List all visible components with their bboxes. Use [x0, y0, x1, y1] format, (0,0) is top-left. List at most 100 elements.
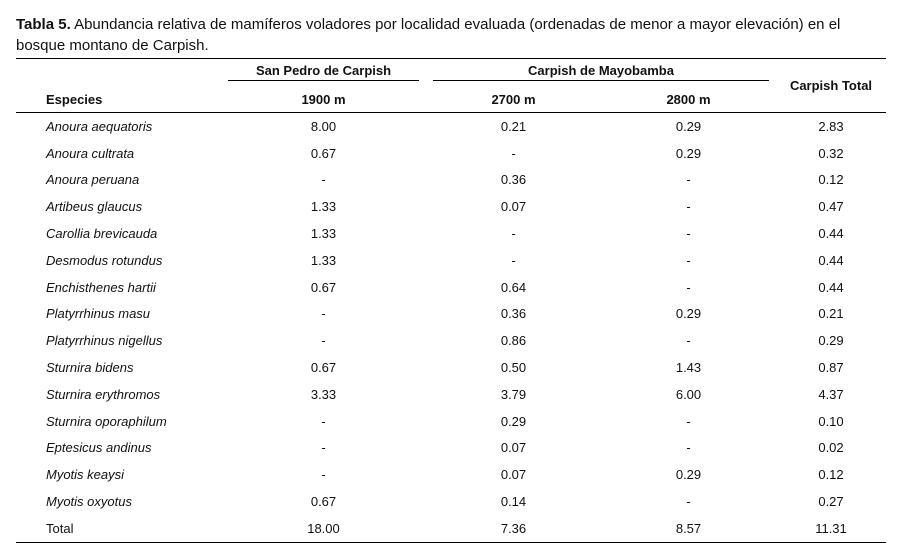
abundance-value: 0.14 [500, 494, 527, 510]
table-row: Anoura peruana - 0.36 - 0.12 [16, 167, 886, 194]
header-group-mayobamba-label: Carpish de Mayobamba [433, 63, 769, 81]
header-species: Especies [16, 58, 221, 113]
table-row: Platyrrhinus masu - 0.36 0.29 0.21 [16, 301, 886, 328]
table-row: Enchisthenes hartii 0.67 0.64 - 0.44 [16, 274, 886, 301]
total-row-value: 7.36 [426, 514, 601, 543]
species-name: Artibeus glaucus [46, 199, 143, 215]
abundance-value: - [511, 252, 516, 268]
species-name: Sturnira bidens [46, 360, 134, 376]
species-name: Myotis keaysi [46, 467, 125, 483]
abundance-value: - [511, 145, 516, 161]
abundance-value: 0.07 [500, 467, 527, 483]
abundance-value: - [686, 199, 691, 215]
table-row: Artibeus glaucus 1.33 0.07 - 0.47 [16, 193, 886, 220]
total-value: 0.10 [818, 413, 844, 429]
abundance-value: - [686, 333, 691, 349]
abundance-value: 0.67 [310, 279, 337, 295]
page: Tabla 5. Abundancia relativa de mamífero… [16, 14, 886, 543]
species-name: Carollia brevicauda [46, 226, 158, 242]
abundance-value: - [686, 279, 691, 295]
abundance-value: 1.33 [310, 199, 337, 215]
table-row: Anoura cultrata 0.67 - 0.29 0.32 [16, 140, 886, 167]
abundance-value: 0.86 [500, 333, 527, 349]
abundance-value: 1.33 [310, 252, 337, 268]
group-header-row: Especies San Pedro de Carpish Carpish de… [16, 58, 886, 113]
caption-text: Abundancia relativa de mamíferos volador… [16, 16, 841, 54]
table-row: Myotis keaysi - 0.07 0.29 0.12 [16, 461, 886, 488]
abundance-value: - [321, 467, 326, 483]
header-group-san-pedro-label: San Pedro de Carpish [228, 63, 419, 81]
species-name: Myotis oxyotus [46, 494, 132, 510]
abundance-value: 0.29 [500, 413, 527, 429]
abundance-value: - [686, 440, 691, 456]
abundance-value: 8.00 [310, 118, 337, 134]
total-value: 0.12 [818, 467, 844, 483]
abundance-value: - [686, 172, 691, 188]
table-row: Myotis oxyotus 0.67 0.14 - 0.27 [16, 488, 886, 515]
abundance-value: 6.00 [675, 386, 702, 402]
header-group-mayobamba: Carpish de Mayobamba [426, 58, 776, 86]
table-row: Eptesicus andinus - 0.07 - 0.02 [16, 435, 886, 462]
abundance-value: 0.29 [675, 306, 702, 322]
abundance-value: 0.67 [310, 494, 337, 510]
abundance-value: 0.21 [500, 118, 527, 134]
abundance-value: - [321, 440, 326, 456]
table-row: Carollia brevicauda 1.33 - - 0.44 [16, 220, 886, 247]
elevation-header-row: 1900 m 2700 m 2800 m [16, 86, 886, 113]
species-name: Platyrrhinus masu [46, 306, 151, 322]
total-value: 2.83 [818, 118, 844, 134]
table-row: Sturnira oporaphilum - 0.29 - 0.10 [16, 408, 886, 435]
table-row: Sturnira bidens 0.67 0.50 1.43 0.87 [16, 354, 886, 381]
total-value: 0.44 [818, 226, 844, 242]
total-row-value: 18.00 [221, 514, 426, 543]
species-name: Sturnira oporaphilum [46, 413, 167, 429]
header-2800: 2800 m [601, 86, 776, 113]
abundance-value: - [686, 413, 691, 429]
total-value: 0.27 [818, 494, 844, 510]
table-caption: Tabla 5. Abundancia relativa de mamífero… [16, 14, 886, 56]
abundance-value: 0.67 [310, 360, 337, 376]
abundance-value: - [511, 226, 516, 242]
abundance-value: 0.50 [500, 360, 527, 376]
abundance-value: - [686, 494, 691, 510]
header-group-san-pedro: San Pedro de Carpish [221, 58, 426, 86]
abundance-value: 0.36 [500, 172, 527, 188]
total-value: 0.12 [818, 172, 844, 188]
total-value: 0.87 [818, 360, 844, 376]
abundance-value: 0.29 [675, 467, 702, 483]
caption-label: Tabla 5. [16, 16, 71, 33]
total-value: 0.21 [818, 306, 844, 322]
abundance-value: 1.43 [675, 360, 702, 376]
table-top-rule [16, 58, 886, 59]
species-name: Anoura cultrata [46, 145, 135, 161]
total-value: 0.44 [818, 252, 844, 268]
abundance-table: Especies San Pedro de Carpish Carpish de… [16, 58, 886, 543]
abundance-value: 0.07 [500, 199, 527, 215]
header-1900: 1900 m [221, 86, 426, 113]
total-value: 0.29 [818, 333, 844, 349]
total-value: 0.02 [818, 440, 844, 456]
total-value: 0.47 [818, 199, 844, 215]
abundance-value: 0.29 [675, 118, 702, 134]
total-label: Total [16, 514, 221, 543]
species-name: Anoura peruana [46, 172, 140, 188]
species-name: Anoura aequatoris [46, 118, 153, 134]
species-name: Eptesicus andinus [46, 440, 152, 456]
total-row-value: 8.57 [601, 514, 776, 543]
total-row-value: 11.31 [776, 514, 886, 543]
abundance-value: 0.64 [500, 279, 527, 295]
abundance-value: 1.33 [310, 226, 337, 242]
abundance-value: - [321, 333, 326, 349]
abundance-value: 0.67 [310, 145, 337, 161]
header-2700: 2700 m [426, 86, 601, 113]
total-row: Total 18.00 7.36 8.57 11.31 [16, 514, 886, 543]
table-row: Sturnira erythromos 3.33 3.79 6.00 4.37 [16, 381, 886, 408]
abundance-value: 0.07 [500, 440, 527, 456]
abundance-value: 0.36 [500, 306, 527, 322]
total-value: 4.37 [818, 386, 844, 402]
table-row: Desmodus rotundus 1.33 - - 0.44 [16, 247, 886, 274]
abundance-value: - [686, 252, 691, 268]
abundance-value: 3.33 [310, 386, 337, 402]
abundance-value: - [321, 172, 326, 188]
species-name: Desmodus rotundus [46, 252, 163, 268]
